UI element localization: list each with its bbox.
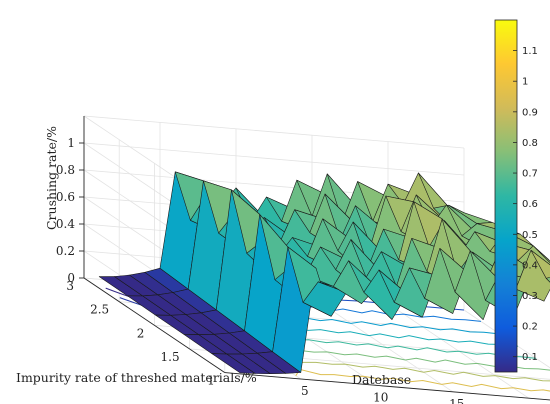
z-tick-label: 0.2 bbox=[56, 244, 75, 258]
surface-patch bbox=[545, 276, 550, 283]
colorbar-tick-label: 1 bbox=[522, 77, 528, 88]
x-tick-label: 15 bbox=[449, 397, 464, 404]
colorbar-tick-label: 0.6 bbox=[522, 199, 538, 210]
colorbar-tick-label: 0.8 bbox=[522, 138, 538, 149]
z-tick-label: 0.4 bbox=[56, 217, 75, 231]
y-tick-label: 3 bbox=[66, 279, 74, 293]
colorbar-gradient bbox=[494, 19, 518, 373]
x-tick-label: 10 bbox=[373, 390, 388, 404]
y-axis-line bbox=[83, 277, 226, 373]
surface-patch bbox=[532, 245, 550, 264]
z-axis-label: Crushing rate/% bbox=[44, 126, 59, 230]
colorbar-tick-label: 0.9 bbox=[522, 107, 538, 118]
y-tick-label: 1 bbox=[207, 374, 215, 388]
x-tick-label: 5 bbox=[301, 384, 309, 398]
y-tick-label: 2.5 bbox=[90, 303, 109, 317]
y-tick-label: 1.5 bbox=[161, 350, 180, 364]
z-tick-label: 1 bbox=[67, 136, 75, 150]
x-axis-line bbox=[224, 372, 550, 401]
colorbar-tick-label: 0.3 bbox=[522, 291, 538, 302]
colorbar-tick-label: 0.5 bbox=[522, 230, 538, 241]
contour-line bbox=[277, 356, 550, 382]
colorbar-tick-label: 0.4 bbox=[522, 260, 538, 271]
colorbar-tick-label: 0.2 bbox=[522, 322, 538, 333]
x-axis-label: Datebase bbox=[352, 372, 411, 387]
z-tick-label: 0 bbox=[67, 271, 75, 285]
y-tick-label: 2 bbox=[137, 326, 145, 340]
z-tick-label: 0.6 bbox=[56, 190, 75, 204]
contour-line bbox=[295, 368, 550, 392]
colorbar-tick-label: 0.7 bbox=[522, 169, 538, 180]
grid-line bbox=[83, 115, 465, 149]
grid-line bbox=[83, 142, 465, 176]
z-tick-label: 0.8 bbox=[56, 163, 75, 177]
colorbar-tick-label: 0.1 bbox=[522, 352, 538, 363]
colorbar-tick-label: 1.1 bbox=[522, 46, 538, 57]
colorbar: 0.1 0.2 0.3 0.4 0.5 0.6 0.7 0.8 0.9 1 1.1 bbox=[494, 19, 538, 373]
y-axis-label: Impurity rate of threshed materials/% bbox=[16, 370, 257, 385]
